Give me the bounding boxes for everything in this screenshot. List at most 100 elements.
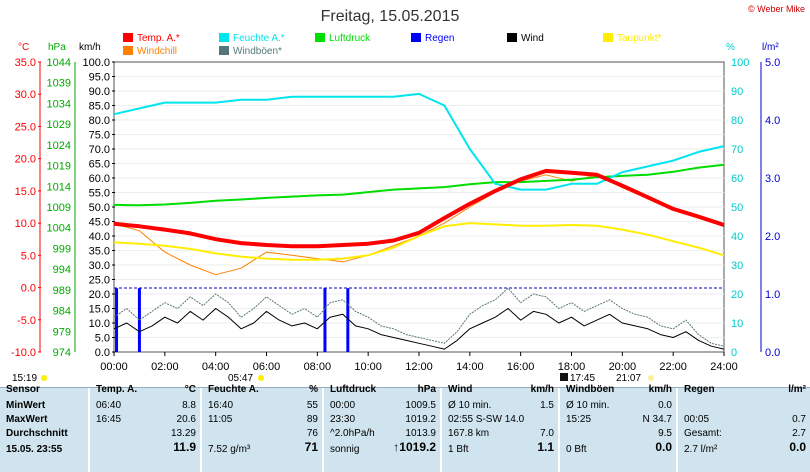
table-cell: Feuchte A.	[208, 384, 259, 395]
series-lines	[113, 92, 725, 350]
table-cell: 1019.2	[405, 414, 436, 425]
rain-axis: 5.0 4.0 3.0 2.0 1.0 0.0	[760, 57, 780, 359]
table-cell: 0.0	[655, 440, 672, 454]
axis-tick-label: 40.0	[89, 231, 110, 243]
table-cell: hPa	[417, 384, 436, 395]
axis-tick-label: 20.0	[15, 154, 36, 166]
axis-tick-label: 70	[731, 144, 743, 156]
axis-tick-label: 1029	[47, 119, 71, 131]
table-cell: 0 Bft	[566, 444, 587, 455]
table-cell: 13.29	[170, 428, 196, 439]
weather-chart: Freitag, 15.05.2015 © Weber Mike Temp. A…	[11, 4, 805, 384]
axis-tick-label: 50	[731, 202, 743, 214]
axis-tick-label: 20.0	[89, 289, 110, 301]
axis-tick-label: 80.0	[89, 115, 110, 127]
table-cell: 0.0	[658, 400, 672, 411]
axis-tick-label: 2.0	[765, 231, 780, 243]
axis-tick-label: 20	[731, 289, 743, 301]
axis-tick-label: 0	[731, 347, 737, 359]
axis-tick-label: 30.0	[15, 89, 36, 101]
table-cell: ↑1019.2	[393, 440, 436, 454]
table-cell: 8.8	[182, 400, 196, 411]
sunset-icon	[648, 375, 654, 381]
axis-tick-label: 85.0	[89, 101, 110, 113]
axis-tick-label: 60.0	[89, 173, 110, 185]
legend-swatch	[219, 46, 229, 55]
table-cell: 15:25	[566, 414, 592, 425]
table-cell: MaxWert	[6, 414, 48, 425]
time-tick-label: 00:00	[100, 361, 128, 373]
rain-bar	[323, 288, 327, 352]
axis-tick-label: 1019	[47, 161, 71, 173]
pressure-axis: 1044 1039 1034 1029 1024 1019 1014 1009 1004 999 9…	[47, 57, 76, 359]
legend-label: Luftdruck	[329, 33, 371, 44]
moon-icon	[560, 373, 568, 381]
series-line	[113, 92, 725, 191]
axis-tick-label: 35.0	[15, 57, 36, 69]
legend-swatch	[507, 33, 517, 42]
time-tick-label: 14:00	[456, 361, 484, 373]
axis-tick-label: 989	[53, 285, 71, 297]
time-tick-label: 06:00	[253, 361, 281, 373]
series-line	[113, 168, 725, 249]
table-cell: %	[309, 384, 318, 395]
axis-tick-label: 75.0	[89, 130, 110, 142]
legend-swatch	[123, 33, 133, 42]
axis-tick-label: 30	[731, 260, 743, 272]
axis-tick-label: 979	[53, 326, 71, 338]
table-column: Feuchte A.% 16:40 55 11:05 89 76 7.52 g/m³ 71	[200, 384, 324, 472]
legend-swatch	[315, 33, 325, 42]
axis-tick-label: 3.0	[765, 173, 780, 185]
temp-unit-label: °C	[18, 42, 29, 53]
axis-tick-label: 15.0	[89, 304, 110, 316]
axis-tick-label: 1009	[47, 202, 71, 214]
axis-tick-label: 1004	[47, 223, 71, 235]
left-time-label: 15:19	[12, 373, 37, 384]
table-cell: 1.5	[540, 400, 554, 411]
table-cell: Wind	[448, 384, 473, 395]
table-cell: 76	[306, 428, 318, 439]
legend-swatch	[603, 33, 613, 42]
table-cell: 1.1	[537, 440, 554, 454]
axis-tick-label: 25.0	[15, 121, 36, 133]
series-line	[113, 308, 725, 350]
table-cell: 1013.9	[405, 428, 436, 439]
temp-axis: 35.0 30.0 25.0 20.0 15.0 10.0 5.0 0.0 -5.0 -10.0	[11, 57, 41, 359]
sun-icon	[41, 375, 47, 381]
table-cell: 02:55 S-SW 14.0	[448, 414, 525, 425]
table-cell: 1009.5	[405, 400, 436, 411]
table-cell: °C	[184, 384, 196, 395]
axis-tick-label: 994	[53, 264, 71, 276]
axis-tick-label: 1024	[47, 140, 71, 152]
table-cell: Temp. A.	[96, 384, 138, 395]
table-cell: Durchschnitt	[6, 428, 68, 439]
table-column: Windböen km/h Ø 10 min. 0.0 15:25 N 34.7 9.5 0 …	[558, 384, 678, 472]
table-cell: Luftdruck	[330, 384, 377, 395]
table-cell: 71	[304, 440, 318, 454]
time-tick-label: 12:00	[405, 361, 433, 373]
axis-tick-label: 35.0	[89, 246, 110, 258]
table-cell: N 34.7	[642, 414, 672, 425]
table-cell: Sensor	[6, 384, 40, 395]
time-tick-label: 08:00	[304, 361, 332, 373]
rain-bars	[115, 288, 350, 352]
axis-tick-label: 1.0	[765, 289, 780, 301]
legend-swatch	[123, 46, 133, 55]
axis-tick-label: 45.0	[89, 217, 110, 229]
axis-tick-label: 95.0	[89, 72, 110, 84]
table-cell: 0.0	[789, 440, 806, 454]
table-cell: 7.52 g/m³	[208, 444, 251, 455]
first-light-label: 05:47	[228, 373, 253, 384]
legend-label: Windböen*	[233, 46, 282, 57]
axis-tick-label: 974	[53, 347, 71, 359]
wind-unit-label: km/h	[79, 42, 101, 53]
table-cell: ^2.0hPa/h	[330, 428, 375, 439]
table-cell: 23:30	[330, 414, 356, 425]
table-cell: Windböen	[566, 384, 615, 395]
axis-tick-label: 10.0	[15, 218, 36, 230]
table-cell: km/h	[530, 384, 554, 395]
table-cell: 16:45	[96, 414, 122, 425]
legend-label: Feuchte A.*	[233, 33, 285, 44]
axis-tick-label: 0.0	[765, 347, 780, 359]
